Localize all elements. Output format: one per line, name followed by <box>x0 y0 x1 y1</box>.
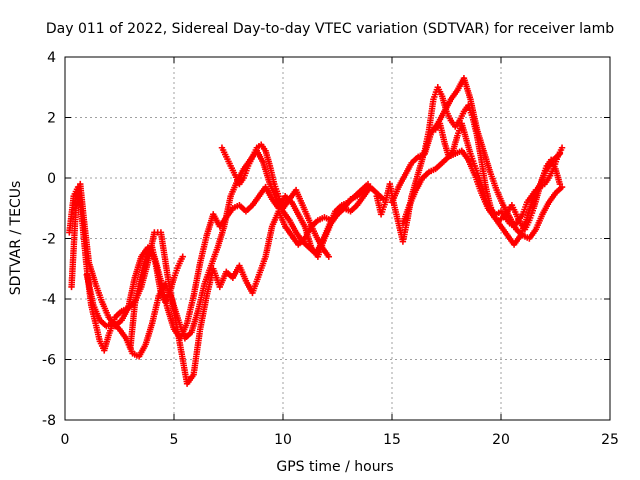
y-axis-label: SDTVAR / TECUs <box>8 181 24 296</box>
x-tick-label: 0 <box>61 432 70 448</box>
data-series <box>388 74 566 242</box>
series-trace <box>433 122 565 229</box>
y-tick-label: -4 <box>42 292 56 308</box>
data-series <box>218 141 332 260</box>
x-axis-label: GPS time / hours <box>276 459 393 475</box>
x-tick-label: 25 <box>601 432 619 448</box>
x-tick-label: 15 <box>383 432 401 448</box>
x-tick-label: 20 <box>492 432 510 448</box>
data-series <box>127 244 186 351</box>
y-tick-label: -6 <box>42 353 56 369</box>
y-tick-label: 0 <box>47 171 56 187</box>
x-tick-label: 5 <box>170 432 179 448</box>
series-trace <box>389 77 564 241</box>
y-tick-label: 2 <box>47 111 56 127</box>
y-tick-label: -2 <box>42 232 56 248</box>
series-trace <box>219 143 331 258</box>
y-tick-label: -8 <box>42 413 56 429</box>
data-series <box>432 120 566 230</box>
y-tick-label: 4 <box>47 50 56 66</box>
data-series <box>66 183 374 387</box>
chart-title: Day 011 of 2022, Sidereal Day-to-day VTE… <box>46 21 614 37</box>
series-trace <box>127 245 185 349</box>
axis-ticks: 0 5 10 15 20 25 -8 -6 -4 -2 0 2 4 <box>42 50 619 448</box>
x-tick-label: 10 <box>274 432 292 448</box>
series-trace <box>66 185 373 386</box>
data-points <box>66 74 566 387</box>
